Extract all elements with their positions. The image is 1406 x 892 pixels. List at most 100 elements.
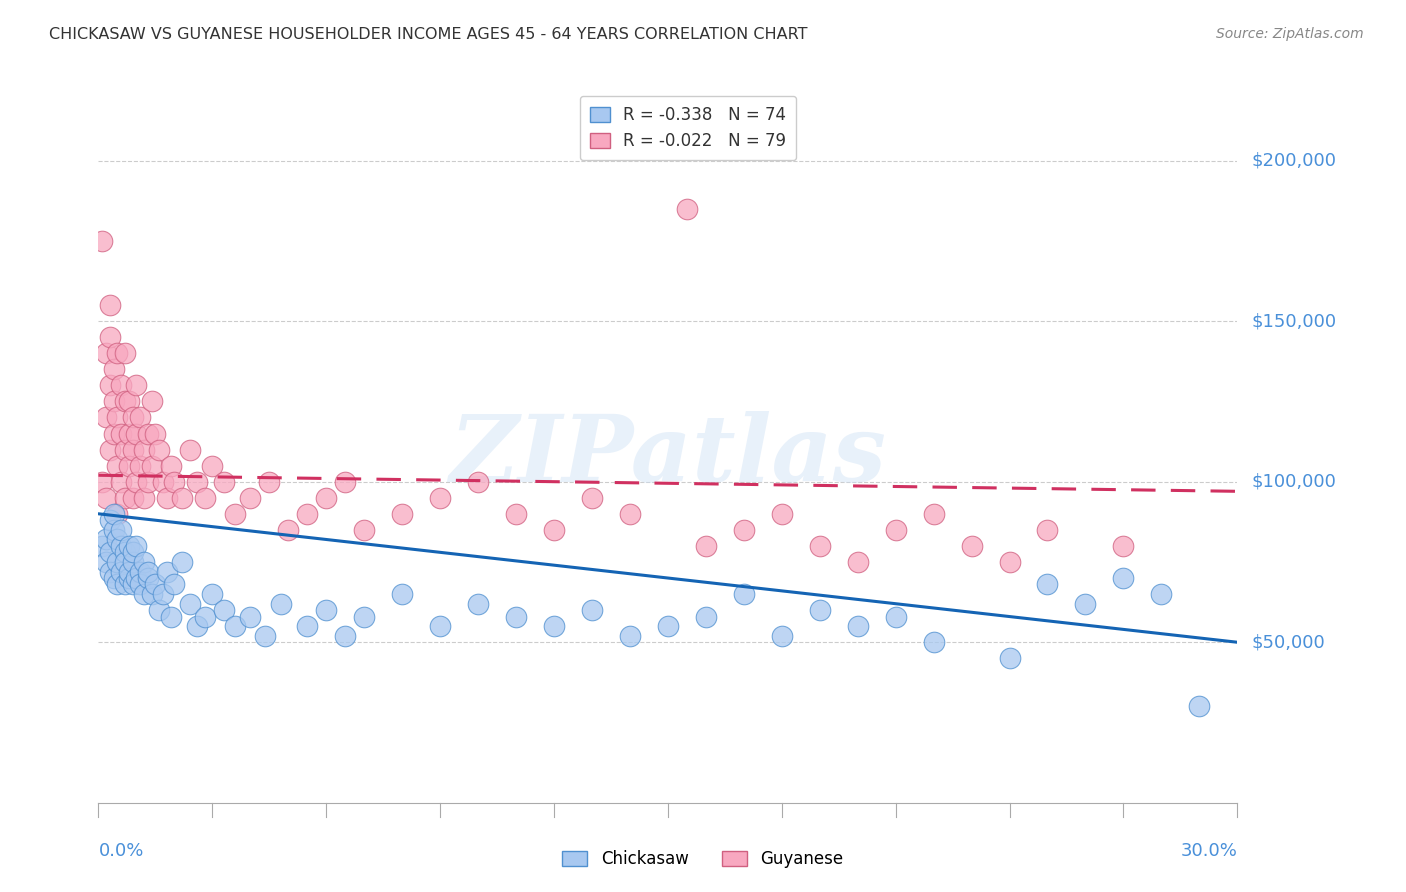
Point <box>107 458 129 473</box>
Point <box>224 619 246 633</box>
Point <box>141 394 163 409</box>
Point <box>846 555 869 569</box>
Point <box>114 577 136 591</box>
Point <box>129 410 152 425</box>
Point <box>884 523 907 537</box>
Point <box>110 426 132 441</box>
Point <box>148 442 170 457</box>
Point <box>152 475 174 489</box>
Point <box>107 346 129 360</box>
Point <box>543 523 565 537</box>
Point <box>98 442 121 457</box>
Point <box>277 523 299 537</box>
Point <box>186 619 208 633</box>
Point <box>129 577 152 591</box>
Point <box>1036 523 1059 537</box>
Point <box>114 555 136 569</box>
Point <box>581 603 603 617</box>
Point <box>136 426 159 441</box>
Point <box>922 507 945 521</box>
Point <box>114 346 136 360</box>
Point <box>297 619 319 633</box>
Point <box>103 362 125 376</box>
Point <box>733 587 755 601</box>
Point <box>91 539 114 553</box>
Point <box>270 597 292 611</box>
Point <box>212 603 235 617</box>
Point <box>770 629 793 643</box>
Point <box>315 603 337 617</box>
Point <box>94 346 117 360</box>
Point <box>107 507 129 521</box>
Point <box>110 565 132 579</box>
Point <box>132 587 155 601</box>
Point <box>1112 571 1135 585</box>
Point <box>118 539 141 553</box>
Point <box>884 609 907 624</box>
Point <box>114 491 136 505</box>
Point <box>110 523 132 537</box>
Point <box>657 619 679 633</box>
Point <box>121 577 143 591</box>
Point <box>145 426 167 441</box>
Text: $150,000: $150,000 <box>1251 312 1336 330</box>
Point <box>98 513 121 527</box>
Point <box>114 545 136 559</box>
Point <box>259 475 281 489</box>
Point <box>429 491 451 505</box>
Point <box>103 571 125 585</box>
Point <box>125 475 148 489</box>
Point <box>808 603 831 617</box>
Point <box>170 555 193 569</box>
Point <box>91 234 114 248</box>
Point <box>125 539 148 553</box>
Point <box>194 491 217 505</box>
Point <box>125 378 148 392</box>
Legend: Chickasaw, Guyanese: Chickasaw, Guyanese <box>555 844 851 875</box>
Point <box>114 394 136 409</box>
Point <box>107 533 129 547</box>
Point <box>543 619 565 633</box>
Point <box>239 609 262 624</box>
Point <box>391 587 413 601</box>
Point <box>194 609 217 624</box>
Point <box>505 609 527 624</box>
Point <box>94 491 117 505</box>
Point <box>254 629 277 643</box>
Point <box>118 458 141 473</box>
Point <box>212 475 235 489</box>
Point <box>998 555 1021 569</box>
Point <box>163 475 186 489</box>
Point <box>118 394 141 409</box>
Point <box>103 426 125 441</box>
Point <box>353 523 375 537</box>
Point <box>156 565 179 579</box>
Point <box>152 587 174 601</box>
Text: $200,000: $200,000 <box>1251 152 1336 169</box>
Point <box>998 651 1021 665</box>
Point <box>98 330 121 344</box>
Point <box>98 565 121 579</box>
Point <box>94 533 117 547</box>
Text: 0.0%: 0.0% <box>98 842 143 860</box>
Point <box>132 555 155 569</box>
Point <box>467 597 489 611</box>
Point <box>121 410 143 425</box>
Point <box>118 571 141 585</box>
Point <box>141 458 163 473</box>
Point <box>118 565 141 579</box>
Point <box>297 507 319 521</box>
Point <box>121 491 143 505</box>
Text: $50,000: $50,000 <box>1251 633 1324 651</box>
Point <box>1112 539 1135 553</box>
Point <box>107 555 129 569</box>
Point <box>163 577 186 591</box>
Point <box>676 202 699 216</box>
Text: CHICKASAW VS GUYANESE HOUSEHOLDER INCOME AGES 45 - 64 YEARS CORRELATION CHART: CHICKASAW VS GUYANESE HOUSEHOLDER INCOME… <box>49 27 807 42</box>
Point <box>159 458 181 473</box>
Point <box>107 410 129 425</box>
Point <box>201 587 224 601</box>
Point <box>733 523 755 537</box>
Point <box>110 539 132 553</box>
Point <box>391 507 413 521</box>
